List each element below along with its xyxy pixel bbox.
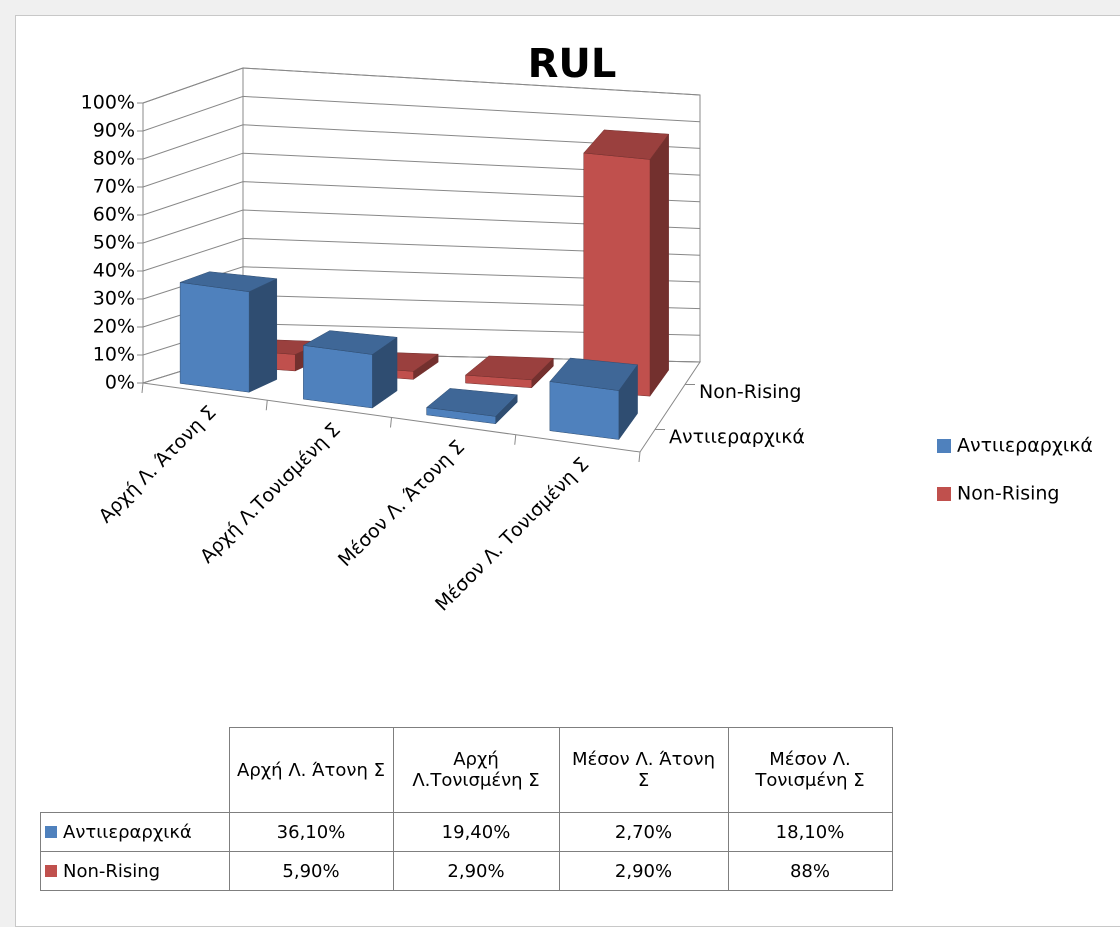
grid-line (142, 67, 701, 104)
legend-label: Αντιιεραρχικά (957, 435, 1093, 457)
grid-line (142, 95, 701, 132)
bar-top (464, 355, 554, 381)
y-tick-label: 100% (81, 92, 135, 114)
y-tick-label: 30% (93, 288, 135, 310)
x-tick (141, 382, 144, 394)
y-tick-label: 0% (105, 372, 135, 394)
bar-top (549, 357, 639, 391)
depth-label: Non-Rising (699, 381, 802, 403)
table-header: Αρχή Λ. Άτονη Σ (228, 727, 394, 813)
table-cell: 2,70% (558, 812, 729, 852)
x-tick-label: Αρχή Λ. Άτονη Σ (95, 401, 221, 527)
table-cell: 19,40% (392, 812, 560, 852)
table-cell: 5,90% (228, 851, 394, 891)
chart-title: RUL (528, 41, 617, 87)
x-tick (265, 400, 268, 411)
table-cell: 2,90% (392, 851, 560, 891)
bar-side (248, 278, 278, 393)
table-header: Αρχή Λ.Τονισμένη Σ (392, 727, 560, 813)
bar-top (180, 271, 278, 292)
bar-top (583, 129, 670, 160)
bar (302, 330, 398, 409)
table-header: Μέσον Λ. Άτονη Σ (558, 727, 729, 813)
row-label: Non-Rising (40, 851, 230, 891)
data-table: Αρχή Λ. Άτονη Σ Αρχή Λ.Τονισμένη Σ Μέσον… (40, 727, 893, 891)
series-name: Non-Rising (63, 860, 161, 882)
y-tick-label: 80% (93, 148, 135, 170)
bar (549, 357, 639, 441)
table-header: Μέσον Λ. Τονισμένη Σ (727, 727, 893, 813)
row-label: Αντιιεραρχικά (40, 812, 230, 852)
table-cell: 36,10% (228, 812, 394, 852)
row-swatch (45, 864, 57, 877)
table-cell: 88% (727, 851, 893, 891)
x-tick-label: Αρχή Λ.Τονισμένη Σ (196, 419, 345, 568)
grid-line (142, 152, 701, 188)
y-tick-label: 70% (93, 176, 135, 198)
grid-line (142, 266, 701, 300)
bar-top (302, 330, 398, 355)
y-tick-label: 60% (93, 204, 135, 226)
x-tick-label: Μέσον Λ. Τονισμένη Σ (431, 453, 593, 615)
legend-label: Non-Rising (957, 483, 1060, 505)
blank-cell (41, 728, 230, 813)
y-tick-label: 10% (93, 344, 135, 366)
grid-line (142, 124, 701, 160)
bar (179, 271, 278, 393)
y-tick-label: 20% (93, 316, 135, 338)
bar (583, 129, 670, 397)
bar-front (549, 381, 620, 440)
legend-swatch (937, 487, 951, 501)
y-tick-label: 50% (93, 232, 135, 254)
x-tick (638, 451, 641, 463)
bar-top (426, 388, 518, 417)
bar (464, 355, 554, 389)
grid-line (142, 237, 701, 272)
depth-label: Αντιιεραρχικά (669, 426, 805, 448)
bar-side (649, 133, 669, 397)
x-tick-label: Μέσον Λ. Άτονη Σ (334, 436, 469, 571)
row-swatch (45, 825, 57, 838)
table-cell: 18,10% (727, 812, 893, 852)
x-tick (514, 434, 517, 445)
bar-front (583, 152, 651, 397)
bar-front (179, 282, 250, 393)
table-cell: 2,90% (558, 851, 729, 891)
x-tick (390, 417, 392, 428)
legend-swatch (937, 439, 951, 453)
grid-line (142, 209, 701, 244)
y-tick-label: 90% (93, 120, 135, 142)
grid-line (142, 181, 701, 216)
y-tick-label: 40% (93, 260, 135, 282)
bar (426, 388, 518, 425)
bar-front (303, 345, 373, 409)
series-name: Αντιιεραρχικά (63, 821, 192, 843)
